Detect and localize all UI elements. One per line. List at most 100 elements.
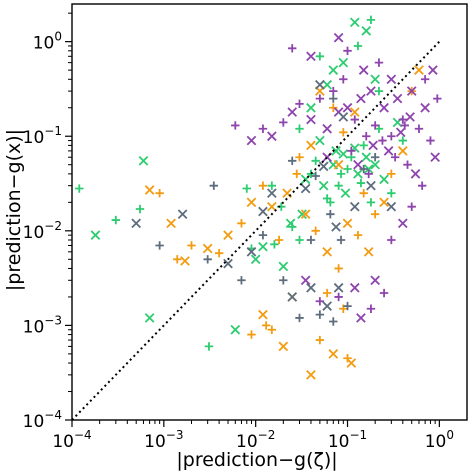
scatter-point-x <box>414 65 424 75</box>
scatter-point-plus <box>433 94 442 103</box>
scatter-point-x <box>361 26 372 36</box>
scatter-point-plus <box>343 301 352 311</box>
scatter-point-plus <box>247 330 256 339</box>
scatter-point-plus <box>292 169 301 179</box>
scatter-point-plus <box>334 264 343 273</box>
scatter-point-plus <box>336 169 346 179</box>
scatter-point-plus <box>329 103 338 112</box>
scatter-point-plus <box>364 169 373 179</box>
scatter-point-x <box>287 292 298 302</box>
scatter-point-plus <box>370 121 380 130</box>
scatter-point-x <box>223 258 233 269</box>
scatter-point-x <box>338 112 349 122</box>
scatter-point-plus <box>343 46 352 56</box>
scatter-point-plus <box>370 209 380 219</box>
scatter-point-plus <box>258 230 268 240</box>
scatter-point-plus <box>203 255 212 264</box>
scatter-point-x <box>333 282 344 293</box>
scatter-point-plus <box>204 342 214 351</box>
scatter-point-x <box>306 370 316 380</box>
scatter-point-plus <box>258 181 268 190</box>
scatter-point-plus <box>322 288 332 298</box>
scatter-point-plus <box>267 325 277 334</box>
scatter-point-plus <box>359 188 368 198</box>
scatter-point-plus <box>374 86 384 96</box>
scatter-point-x <box>397 218 408 229</box>
scatter-point-x <box>297 209 307 220</box>
scatter-point-x <box>331 146 341 156</box>
scatter-point-x <box>258 309 268 320</box>
scatter-point-x <box>322 246 332 257</box>
scatter-point-plus <box>135 204 145 214</box>
scatter-point-x <box>356 313 366 323</box>
scatter-point-x <box>363 246 374 257</box>
scatter-point-plus <box>398 115 408 124</box>
scatter-point-plus <box>417 181 427 190</box>
scatter-point-plus <box>315 297 325 306</box>
scatter-point-plus <box>187 241 196 250</box>
scatter-point-plus <box>274 235 284 245</box>
scatter-point-x <box>353 159 363 170</box>
scatter-point-plus <box>270 240 279 249</box>
scatter-point-x <box>322 301 332 311</box>
scatter-point-plus <box>75 184 84 193</box>
y-tick-label: 10−2 <box>23 219 62 243</box>
scatter-point-plus <box>366 304 376 313</box>
scatter-point-x <box>328 349 339 359</box>
scatter-point-plus <box>295 313 304 323</box>
scatter-point-x <box>363 164 374 174</box>
y-axis-label: |prediction−g(x)| <box>3 129 25 291</box>
scatter-point-x <box>338 149 349 159</box>
scatter-point-plus <box>315 94 325 103</box>
scatter-marks <box>75 15 442 380</box>
scatter-point-x <box>349 107 360 117</box>
scatter-point-plus <box>347 146 356 156</box>
scatter-point-x <box>230 324 241 335</box>
scatter-point-plus <box>329 86 338 96</box>
scatter-point-x <box>278 341 289 352</box>
scatter-point-plus <box>209 181 219 190</box>
scatter-point-x <box>322 123 332 134</box>
scatter-point-plus <box>339 304 348 313</box>
scatter-point-plus <box>155 241 164 250</box>
scatter-point-plus <box>237 219 246 228</box>
scatter-point-x <box>386 201 397 212</box>
scatter-point-x <box>356 93 366 104</box>
scatter-point-x <box>395 127 406 138</box>
scatter-point-x <box>246 197 257 208</box>
scatter-point-x <box>342 218 353 229</box>
scatter-point-x <box>318 161 329 172</box>
scatter-point-plus <box>426 136 435 145</box>
scatter-point-plus <box>420 75 430 84</box>
scatter-point-x <box>361 152 372 163</box>
scatter-point-x <box>349 17 360 28</box>
y-tick-label: 10−1 <box>23 124 62 148</box>
x-tick-label: 10−1 <box>328 428 367 452</box>
scatter-point-plus <box>231 121 240 130</box>
scatter-point-x <box>250 254 261 265</box>
scatter-point-x <box>405 112 415 122</box>
scatter-point-x <box>410 169 421 179</box>
scatter-point-plus <box>311 226 320 236</box>
scatter-point-x <box>144 313 155 323</box>
scatter-point-x <box>300 183 311 194</box>
scatter-point-x <box>223 230 233 240</box>
scatter-point-plus <box>261 321 271 330</box>
scatter-point-x <box>368 140 378 151</box>
scatter-point-plus <box>387 235 396 245</box>
x-axis-label: |prediction−g(ζ)| <box>176 449 337 471</box>
scatter-point-plus <box>173 255 182 264</box>
scatter-point-plus <box>387 132 396 141</box>
scatter-point-x <box>353 169 363 179</box>
scatter-point-x <box>306 140 316 151</box>
axis-ticks: 10−4 10−3 10−2 10−1 100 10−4 10−3 10−2 10−1 100 <box>23 12 454 452</box>
scatter-point-x <box>430 152 440 163</box>
scatter-point-plus <box>111 215 121 225</box>
scatter-point-plus <box>315 52 325 61</box>
scatter-point-plus <box>414 124 424 133</box>
scatter-point-plus <box>295 153 304 162</box>
scatter-point-plus <box>400 121 409 130</box>
scatter-point-x <box>333 32 344 43</box>
scatter-point-x <box>278 261 289 272</box>
